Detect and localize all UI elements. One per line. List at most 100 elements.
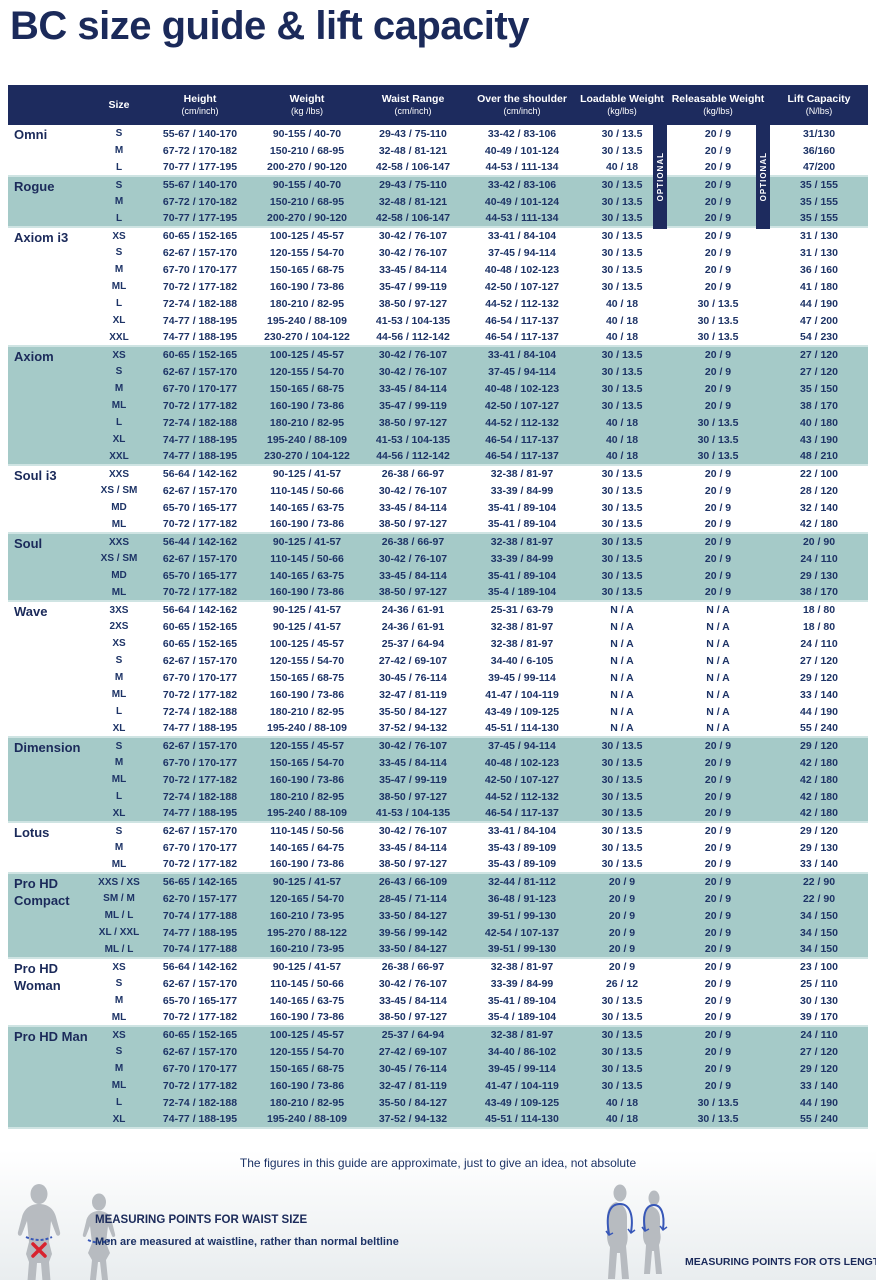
value-cell: 30-42 / 76-107	[360, 363, 466, 380]
value-cell: 44-56 / 112-142	[376, 331, 450, 343]
value-cell: 30 / 13.5	[601, 263, 643, 276]
value-cell: 200-270 / 90-120	[254, 210, 360, 227]
value-cell: 32-48 / 81-121	[360, 193, 466, 210]
value-cell: 60-65 / 152-165	[162, 620, 238, 633]
value-cell: 29 / 120	[800, 825, 838, 837]
value-cell: 33-50 / 84-127	[360, 941, 466, 958]
value-cell: N / A	[610, 637, 634, 650]
product-section: Pro HD Woman XS 56-64 / 142-162 90-125 / 41…	[8, 958, 868, 1026]
value-cell: 30 / 13.5	[578, 1026, 666, 1043]
value-cell: 20 / 9	[578, 907, 666, 924]
value-cell: 62-67 / 157-170	[162, 977, 238, 990]
value-cell: 26-38 / 66-97	[360, 533, 466, 550]
size-cell: ML	[111, 858, 127, 870]
value-cell: 20 / 9	[704, 484, 732, 497]
value-cell: 33-39 / 84-99	[490, 977, 554, 990]
value-cell: 44-52 / 112-132	[466, 788, 578, 805]
value-cell: 33-45 / 84-114	[379, 841, 447, 854]
value-cell: 30 / 13.5	[697, 314, 739, 327]
size-cell: XXS	[108, 468, 129, 480]
value-cell: 74-77 / 188-195	[146, 805, 254, 822]
value-cell: 44 / 190	[800, 297, 838, 310]
table-row: S 62-67 / 157-170 110-145 / 50-66 30-42 / 7…	[8, 975, 868, 992]
value-cell: 20 / 9	[704, 961, 732, 973]
value-cell: 33-50 / 84-127	[360, 907, 466, 924]
value-cell: 195-240 / 88-109	[267, 314, 347, 327]
table-row: ML 70-72 / 177-182 160-190 / 73-86 38-50 / …	[8, 1009, 868, 1026]
value-cell: 120-155 / 54-70	[254, 1043, 360, 1060]
value-cell: 30 / 13.5	[697, 331, 739, 343]
value-cell: 33-45 / 84-114	[360, 380, 466, 397]
table-row: M 67-70 / 170-177 150-165 / 68-75 30-45 / 7…	[8, 1060, 868, 1077]
value-cell: 120-155 / 54-70	[254, 363, 360, 380]
value-cell: 54 / 230	[800, 331, 838, 343]
size-cell: XL	[112, 315, 126, 326]
table-row: XL 74-77 / 188-195 195-240 / 88-109 41-53 /…	[8, 312, 868, 329]
size-cell: S	[115, 978, 123, 989]
size-cell: MD	[92, 567, 146, 584]
value-cell: 25-31 / 63-79	[490, 604, 554, 616]
value-cell: 70-72 / 177-182	[162, 518, 238, 530]
size-cell: L	[115, 298, 123, 309]
value-cell: 30 / 13.5	[578, 737, 666, 754]
product-name: Soul i3	[14, 468, 57, 483]
value-cell: 37-45 / 94-114	[466, 363, 578, 380]
value-cell: 20 / 9	[666, 805, 770, 822]
value-cell: 36/160	[802, 144, 836, 157]
value-cell: 38 / 170	[770, 397, 868, 414]
column-header: Lift Capacity (N/lbs)	[770, 85, 868, 125]
value-cell: 30 / 13.5	[666, 1094, 770, 1111]
value-cell: 90-125 / 41-57	[254, 873, 360, 890]
value-cell: 30 / 13.5	[578, 550, 666, 567]
value-cell: 44-53 / 111-134	[485, 161, 559, 173]
table-row: M 67-70 / 170-177 150-165 / 68-75 33-45 / 8…	[8, 380, 868, 397]
value-cell: 150-165 / 54-70	[254, 754, 360, 771]
value-cell: 47/200	[802, 161, 836, 173]
product-name: Pro HD Compact	[8, 873, 92, 958]
value-cell: 42-50 / 107-127	[484, 280, 560, 293]
column-header: Height (cm/inch)	[146, 85, 254, 125]
value-cell: 230-270 / 104-122	[254, 448, 360, 465]
value-cell: 27 / 120	[800, 654, 838, 667]
product-name: Wave	[14, 604, 48, 619]
value-cell: 27 / 120	[770, 346, 868, 363]
value-cell: 35-50 / 84-127	[378, 705, 448, 718]
value-cell: 62-70 / 157-177	[146, 890, 254, 907]
value-cell: 30 / 13.5	[578, 584, 666, 601]
value-cell: 195-240 / 88-109	[254, 1111, 360, 1128]
product-name: Pro HD Man	[8, 1026, 92, 1128]
table-row: XL 74-77 / 188-195 195-240 / 88-109 37-52 /…	[8, 1111, 868, 1128]
value-cell: 30 / 13.5	[578, 1060, 666, 1077]
size-cell: M	[114, 672, 124, 683]
value-cell: 35-4 / 189-104	[487, 1011, 557, 1023]
product-name: Soul	[8, 533, 92, 601]
value-cell: 42-58 / 106-147	[360, 210, 466, 227]
value-cell: 72-74 / 182-188	[146, 414, 254, 431]
value-cell: 20 / 9	[666, 1060, 770, 1077]
column-header: Loadable Weight (kg/lbs)	[578, 85, 666, 125]
value-cell: 47 / 200	[800, 314, 838, 327]
table-row: L 72-74 / 182-188 180-210 / 82-95 35-50 / 8…	[8, 703, 868, 720]
size-cell: M	[114, 842, 124, 853]
value-cell: 20 / 9	[704, 858, 732, 870]
value-cell: 30 / 13.5	[601, 246, 643, 259]
value-cell: 25-37 / 64-94	[360, 1026, 466, 1043]
size-cell: M	[114, 995, 124, 1006]
value-cell: 27 / 120	[770, 1043, 868, 1060]
value-cell: 27 / 120	[770, 363, 868, 380]
value-cell: 20 / 9	[666, 873, 770, 890]
value-cell: 38-50 / 97-127	[378, 1011, 448, 1023]
value-cell: 180-210 / 82-95	[254, 414, 360, 431]
male-waistline-mark	[25, 1236, 53, 1241]
value-cell: 100-125 / 45-57	[269, 230, 345, 242]
value-cell: 20 / 9	[666, 754, 770, 771]
female-silhouette	[92, 1193, 106, 1211]
value-cell: 30 / 13.5	[578, 567, 666, 584]
header-product-spacer	[8, 85, 92, 125]
value-cell: 160-190 / 73-86	[254, 771, 360, 788]
size-cell: SM / M	[92, 890, 146, 907]
value-cell: 150-165 / 68-75	[269, 671, 345, 684]
value-cell: 20 / 9	[704, 825, 732, 837]
value-cell: 30 / 13.5	[601, 468, 643, 480]
value-cell: 67-70 / 170-177	[162, 263, 238, 276]
